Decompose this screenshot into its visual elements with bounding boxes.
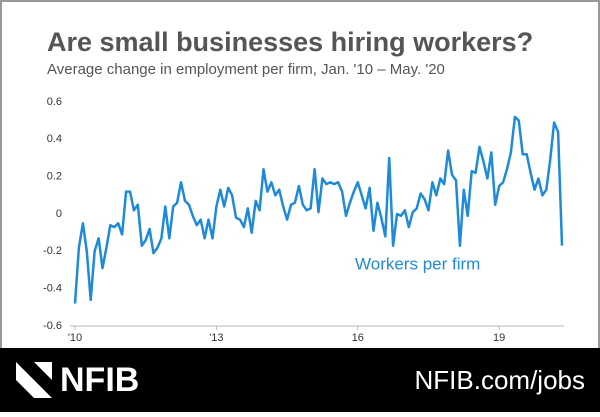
annotation: Workers per firm — [355, 254, 480, 273]
chart-subtitle: Average change in employment per firm, J… — [47, 61, 445, 78]
y-tick-label: 0 — [56, 208, 62, 220]
y-tick-label: -0.4 — [43, 283, 62, 295]
y-tick-label: -0.2 — [43, 245, 62, 257]
x-tick-label: '13 — [209, 332, 223, 344]
logo-text: NFIB — [60, 361, 139, 399]
y-tick-label: 0.4 — [47, 133, 62, 145]
footer-bar — [0, 348, 600, 412]
x-tick-label: 16 — [352, 332, 364, 344]
data-line — [73, 115, 564, 304]
y-tick-label: 0.6 — [47, 96, 62, 108]
x-tick-label: '10 — [68, 332, 82, 344]
y-tick-label: 0.2 — [47, 171, 62, 183]
logo-mark — [16, 362, 52, 398]
chart-title: Are small businesses hiring workers? — [47, 27, 533, 57]
y-tick-label: -0.6 — [43, 320, 62, 332]
footer-url: NFIB.com/jobs — [415, 365, 586, 395]
x-tick-label: 19 — [493, 332, 505, 344]
